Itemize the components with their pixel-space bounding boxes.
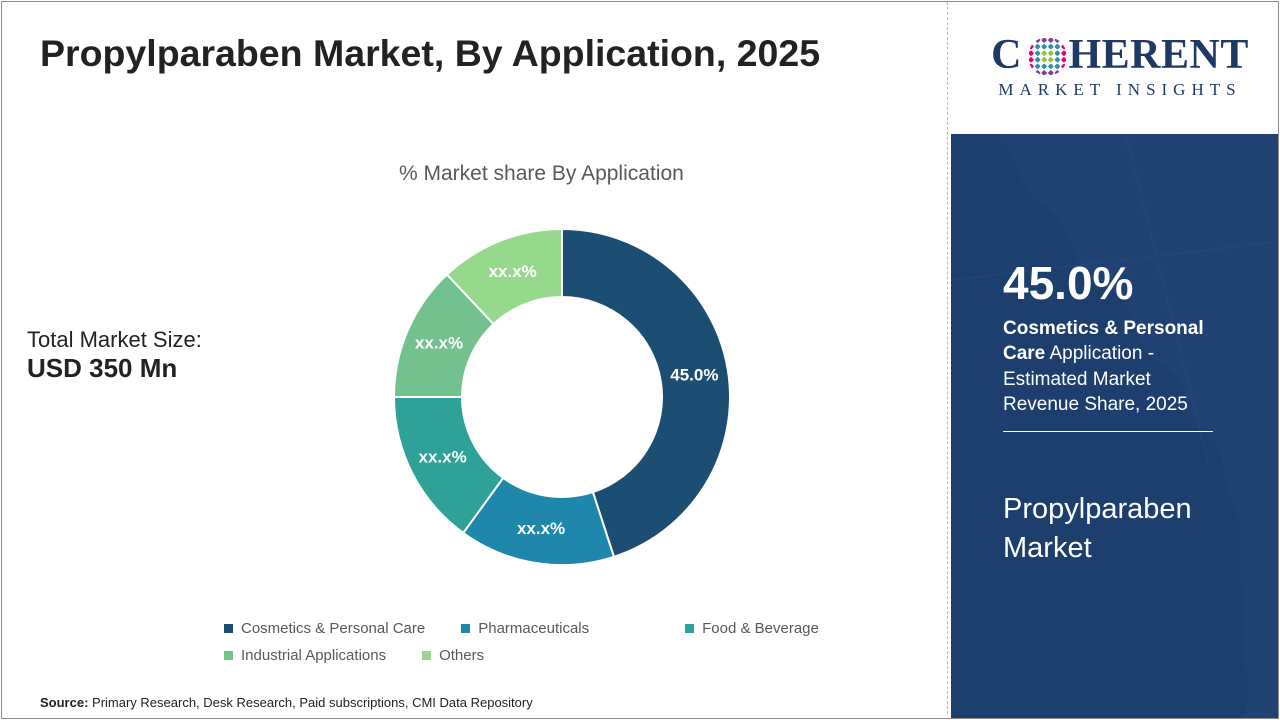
svg-text:45.0%: 45.0% [670, 366, 718, 385]
svg-text:xx.x%: xx.x% [419, 447, 467, 466]
svg-text:xx.x%: xx.x% [517, 519, 565, 538]
svg-text:xx.x%: xx.x% [415, 333, 463, 352]
svg-text:xx.x%: xx.x% [489, 262, 537, 281]
